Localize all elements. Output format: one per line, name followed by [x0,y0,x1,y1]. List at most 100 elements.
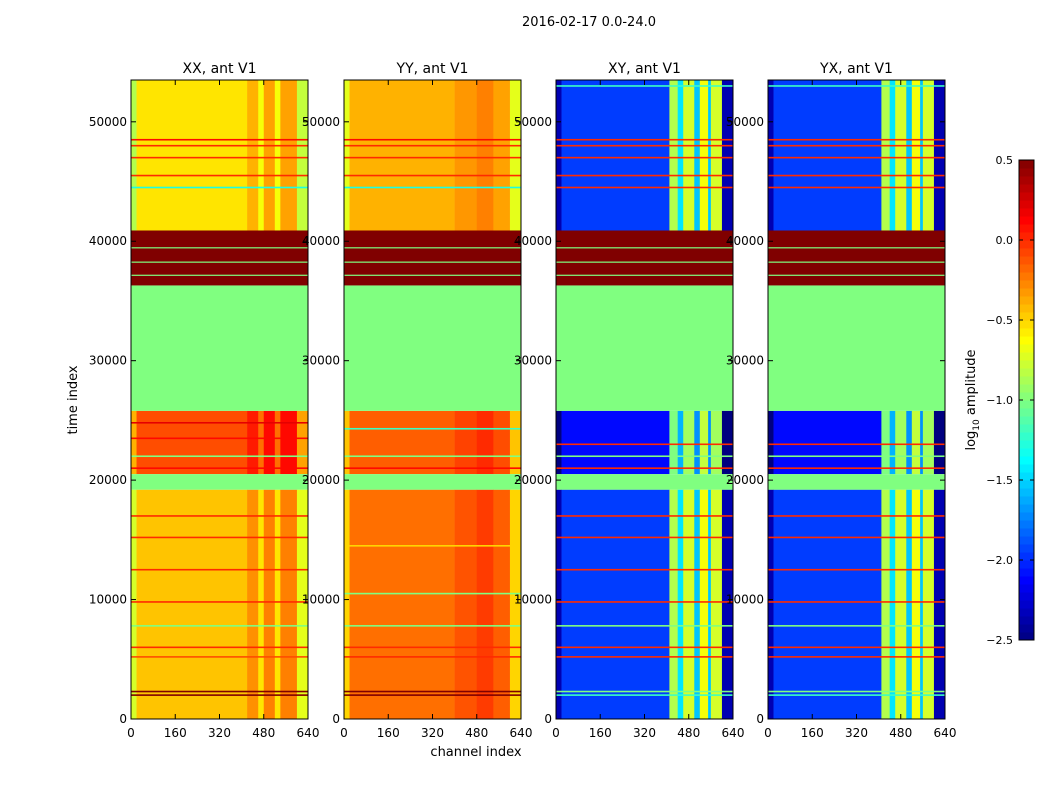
flag-line [768,247,945,249]
rfi-line [131,601,308,603]
colorbar-segment [1019,328,1034,337]
heatmap-cell [263,489,276,719]
heatmap-cell [708,489,712,719]
heatmap-cell [136,410,248,475]
rfi-line [131,437,308,440]
heatmap-cell [493,80,511,231]
colorbar-segment [1019,392,1034,401]
panel-title: YY, ant V1 [396,61,469,77]
y-tick-label: 20000 [514,473,552,487]
heatmap-cell [708,80,712,231]
rfi-line [131,694,308,696]
colorbar-segment [1019,320,1034,329]
heatmap-cell [476,410,494,475]
rfi-line [556,186,733,189]
x-tick-label: 640 [510,726,533,740]
colorbar-segment [1019,376,1034,385]
heatmap-cell [561,80,670,231]
heatmap-cell [476,80,494,231]
heatmap-cell [349,489,455,719]
heatmap-cell [349,410,455,475]
colorbar-segment [1019,472,1034,481]
heatmap-cell [920,410,924,475]
heatmap-cell [258,489,265,719]
colorbar-segment [1019,216,1034,225]
x-tick-label: 640 [297,726,320,740]
colorbar-segment [1019,232,1034,241]
heatmap-cell [136,489,248,719]
rfi-line [768,536,945,539]
colorbar-segment [1019,208,1034,217]
heatmap-cell [669,410,678,475]
colorbar-segment [1019,624,1034,633]
flagged-band [768,474,945,490]
y-tick-label: 50000 [726,115,764,129]
rfi-line [556,515,733,517]
heatmap-cell [710,80,723,231]
heatmap-cell [699,489,709,719]
colorbar-segment [1019,352,1034,361]
flagged-band [768,230,945,286]
colorbar-segment [1019,552,1034,561]
heatmap-cell [773,80,882,231]
colorbar-segment [1019,288,1034,297]
colorbar-segment [1019,568,1034,577]
x-tick-label: 320 [845,726,868,740]
heatmap-cell [344,80,350,231]
heatmap-cell [258,80,265,231]
rfi-line [131,656,308,658]
heatmap-cell [263,410,276,475]
rfi-line [131,144,308,147]
heatmap-cell [131,80,137,231]
heatmap-cell [721,410,734,475]
rfi-line [556,625,733,627]
rfi-line [768,690,945,693]
panel-title: XY, ant V1 [608,61,681,77]
heatmap-cell [920,80,924,231]
flagged-band [131,230,308,286]
y-tick-label: 20000 [302,473,340,487]
x-tick-label: 480 [252,726,275,740]
heatmap-cell [881,80,890,231]
heatmap-cell [906,80,913,231]
rfi-line [768,625,945,627]
rfi-line [768,186,945,189]
heatmap-cell [247,410,259,475]
rfi-line [768,443,945,446]
panel-title: YX, ant V1 [819,61,893,77]
colorbar-segment [1019,344,1034,353]
heatmap-cell [296,489,309,719]
x-tick-label: 160 [377,726,400,740]
rfi-line [556,144,733,147]
heatmap-cell [280,489,298,719]
x-tick-label: 160 [164,726,187,740]
y-tick-label: 50000 [89,115,127,129]
colorbar-segment [1019,520,1034,529]
heatmap-cell [933,80,946,231]
heatmap-cell [556,410,562,475]
colorbar-segment [1019,440,1034,449]
y-tick-label: 10000 [302,593,340,607]
flag-line [131,261,308,263]
rfi-line [131,174,308,177]
heatmap-cell [911,489,921,719]
colorbar-segment [1019,616,1034,625]
rfi-line [768,138,945,141]
heatmap-cell [694,410,701,475]
rfi-line [556,85,733,87]
heatmap-cell [683,489,695,719]
heatmap-cell [694,80,701,231]
colorbar-segment [1019,448,1034,457]
heatmap-cell [677,489,684,719]
heatmap-cell [258,410,265,475]
flag-line [344,247,521,249]
colorbar-segment [1019,360,1034,369]
heatmap-cell [721,80,734,231]
colorbar-segment [1019,528,1034,537]
colorbar-segment [1019,600,1034,609]
heatmap-cell [556,80,562,231]
rfi-line [344,467,521,469]
colorbar-segment [1019,184,1034,193]
heatmap-cell [922,80,935,231]
rfi-line [344,186,521,189]
